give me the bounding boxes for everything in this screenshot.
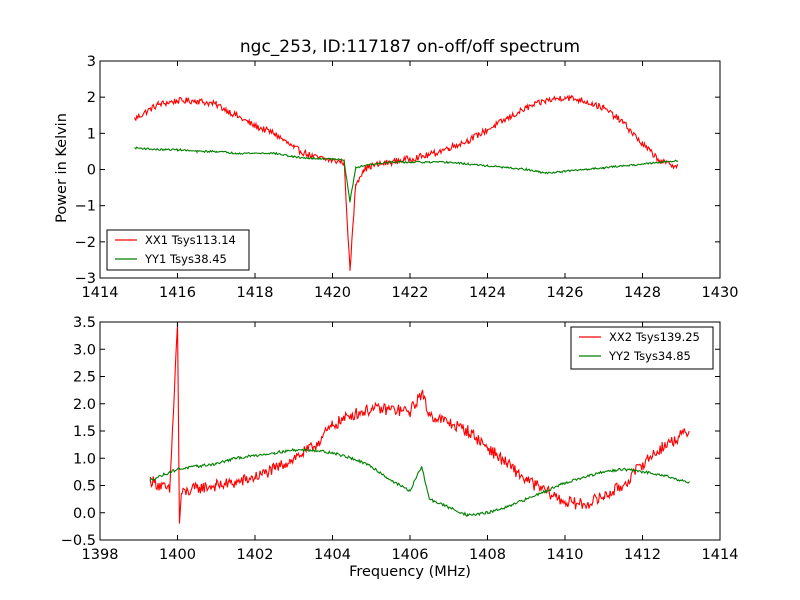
x-tick-label: 1428 <box>624 285 661 301</box>
x-tick-label: 1400 <box>159 547 196 563</box>
bottom-panel: 1398 1400 1402 1404 1406 1408 1410 1412 1414 3.5 3… <box>61 315 739 563</box>
y-axis-label: Power in Kelvin <box>54 113 70 223</box>
y-tick-label: 0.0 <box>73 506 96 522</box>
series-group <box>149 322 690 524</box>
legend-label: YY2 Tsys34.85 <box>608 349 691 363</box>
series-group <box>134 94 678 271</box>
y-tick-label: 1.0 <box>73 451 96 467</box>
x-tick-label: 1418 <box>237 285 274 301</box>
legend-label: XX2 Tsys139.25 <box>609 330 700 344</box>
y-tick-label: −2 <box>75 235 96 251</box>
x-tick-label: 1430 <box>702 285 739 301</box>
x-tick-label: 1406 <box>392 547 429 563</box>
y-tick-label: 3.5 <box>73 315 96 331</box>
y-tick-label: 2 <box>87 90 96 106</box>
x-tick-label: 1402 <box>237 547 274 563</box>
x-tick-label: 1426 <box>547 285 584 301</box>
y-tick-label: −1 <box>75 199 96 215</box>
x-tick-label: 1416 <box>159 285 196 301</box>
y-tick-label: 0 <box>87 163 96 179</box>
y-tick-label: 3 <box>87 54 96 70</box>
x-axis-label: Frequency (MHz) <box>349 564 471 580</box>
series-line-1 <box>134 94 678 271</box>
y-tick-label: 1.5 <box>73 424 96 440</box>
legend: XX1 Tsys113.14 YY1 Tsys38.45 <box>106 229 250 271</box>
x-tick-label: 1398 <box>82 547 119 563</box>
x-tick-label: 1424 <box>469 285 506 301</box>
y-tick-label: 2.0 <box>73 397 96 413</box>
legend-box <box>106 229 250 271</box>
x-tick-label: 1404 <box>314 547 351 563</box>
legend-box <box>570 326 714 370</box>
legend-label: YY1 Tsys38.45 <box>144 252 227 266</box>
x-tick-label: 1412 <box>624 547 661 563</box>
x-tick-label: 1420 <box>314 285 351 301</box>
y-tick-label: −0.5 <box>61 533 96 549</box>
legend: XX2 Tsys139.25 YY2 Tsys34.85 <box>570 326 714 370</box>
x-tick-label: 1414 <box>702 547 739 563</box>
x-tick-label: 1408 <box>469 547 506 563</box>
top-panel: 1414 1416 1418 1420 1422 1424 1426 1428 1430 3 2 1 0… <box>75 54 739 301</box>
y-tick-label: 0.5 <box>73 479 96 495</box>
legend-label: XX1 Tsys113.14 <box>145 233 236 247</box>
y-tick-label: 3.0 <box>73 342 96 358</box>
series-line-2 <box>134 146 678 203</box>
y-tick-label: 1 <box>87 126 96 142</box>
x-tick-label: 1414 <box>82 285 119 301</box>
series-line-2 <box>149 447 690 518</box>
y-tick-label: 2.5 <box>73 370 96 386</box>
chart-title: ngc_253, ID:117187 on-off/off spectrum <box>240 37 580 57</box>
x-tick-label: 1410 <box>547 547 584 563</box>
x-tick-label: 1422 <box>392 285 429 301</box>
y-tick-label: −3 <box>75 271 96 287</box>
series-line-1 <box>149 322 690 524</box>
